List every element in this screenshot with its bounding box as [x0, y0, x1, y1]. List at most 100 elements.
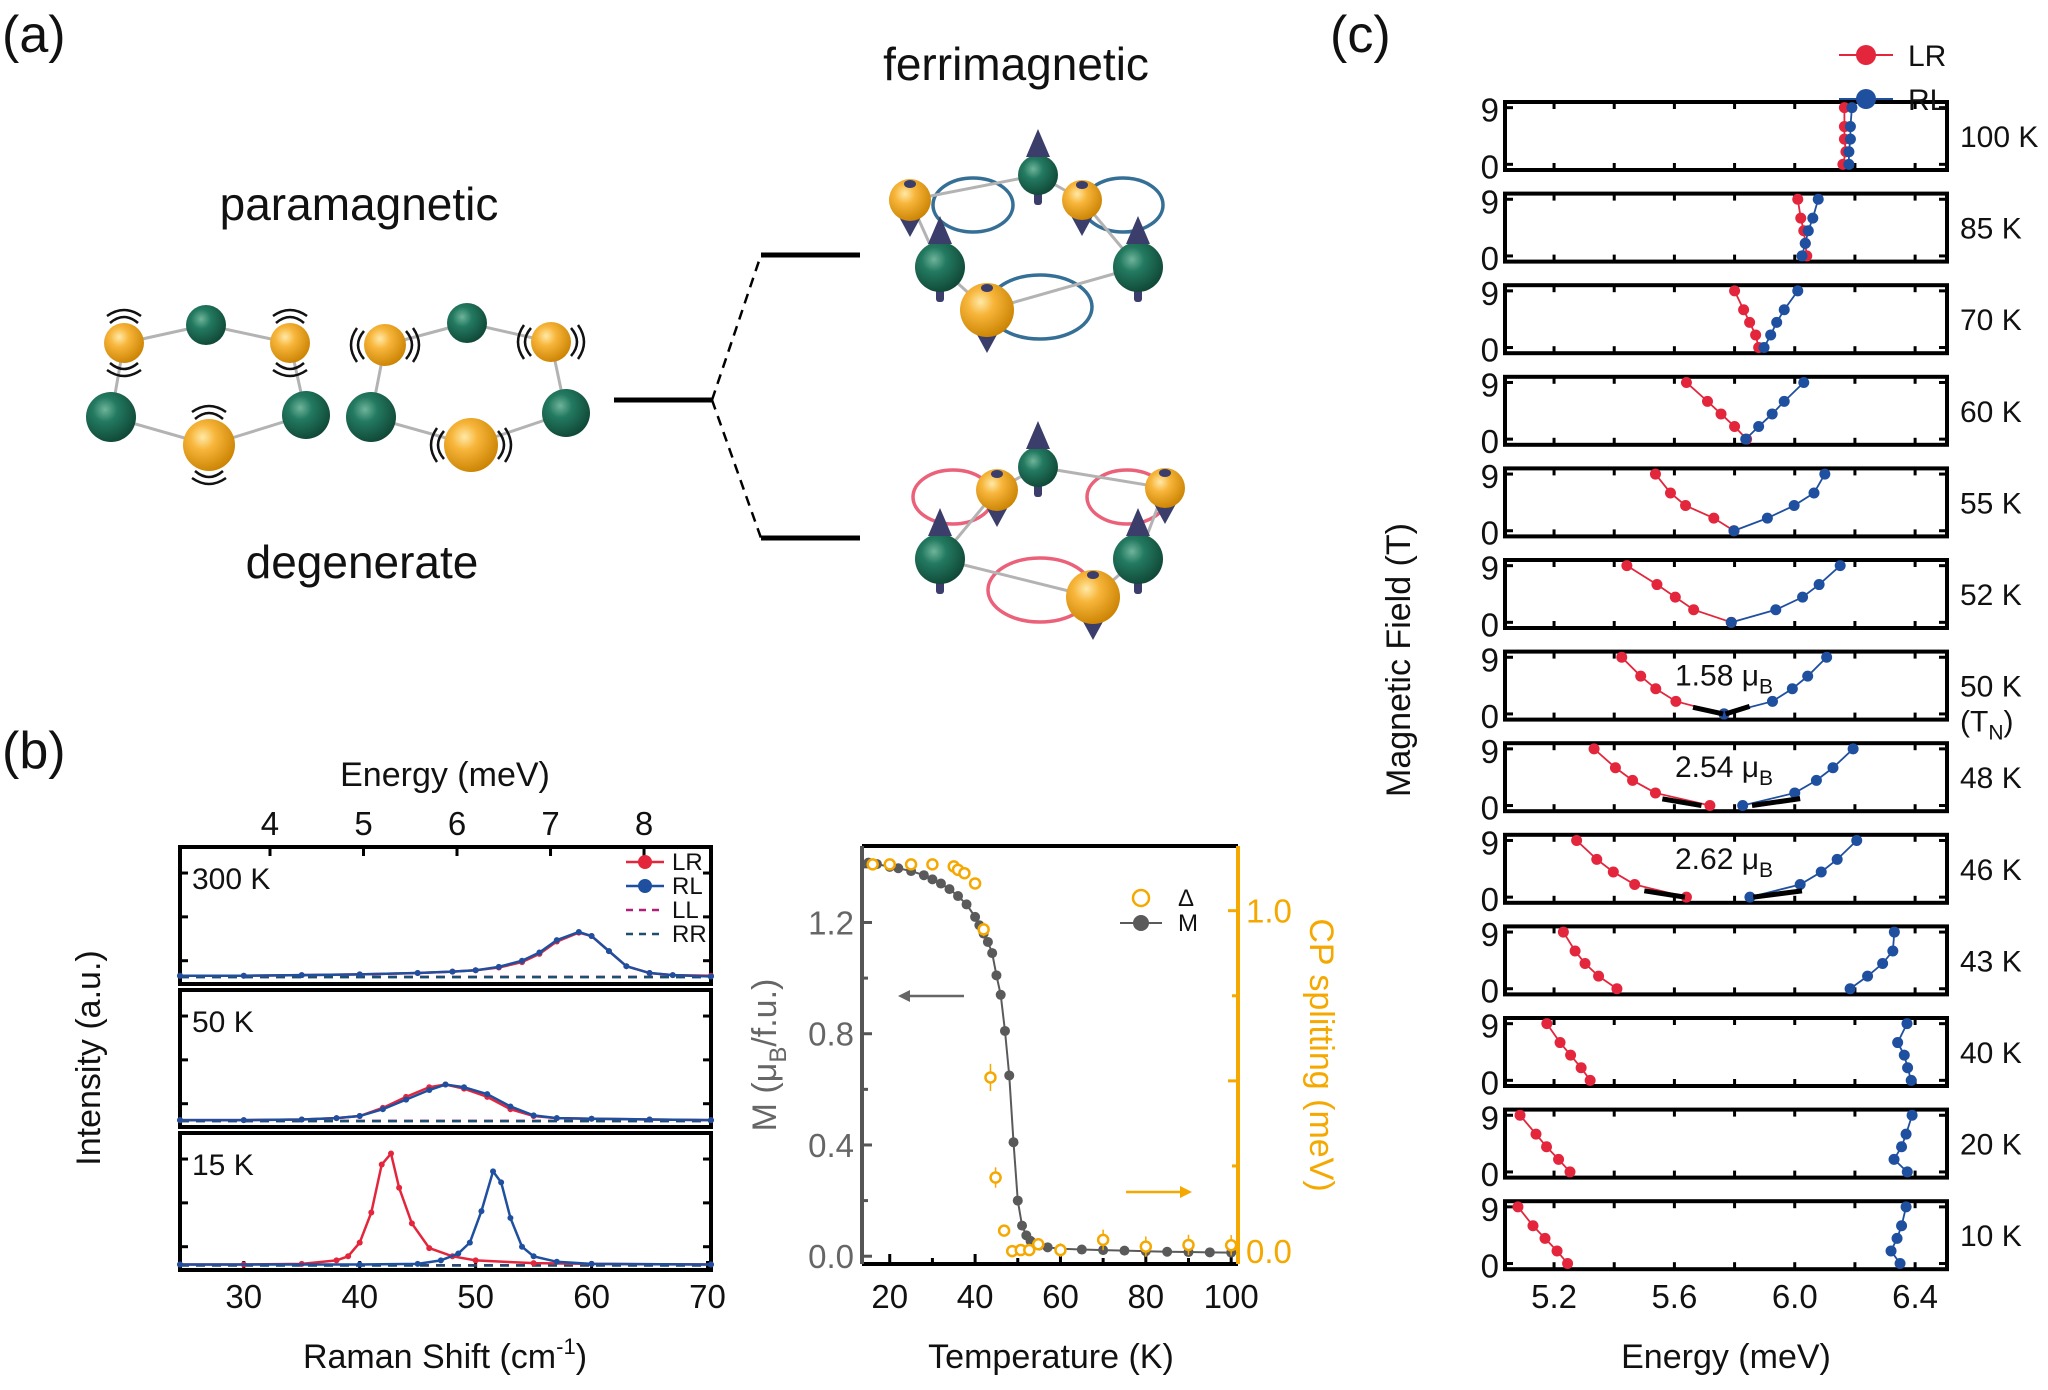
- vibration-arc-icon: [191, 404, 227, 414]
- data-point-RL: [623, 963, 630, 970]
- field-panel-46k: 0 9 2.62 μB 46 K: [1481, 824, 2022, 918]
- data-point-LR: [1616, 651, 1628, 663]
- data-point-delta: [958, 866, 971, 880]
- data-point-delta: [997, 1224, 1011, 1237]
- legend-marker-LR: [1856, 45, 1876, 65]
- green-sphere: [1113, 534, 1163, 584]
- ferrimagnetic-ring: [911, 421, 1185, 640]
- data-point-LR: [1530, 1128, 1542, 1140]
- vibration-arc-icon: [106, 308, 142, 318]
- data-point-RL: [455, 1250, 462, 1257]
- data-point-delta: [904, 858, 918, 871]
- data-point-RL: [1844, 133, 1856, 145]
- magnetic-field-axis-title: Magnetic Field (T): [1380, 523, 1418, 797]
- data-point-LR: [1838, 102, 1850, 114]
- data-point-LR: [1541, 1018, 1553, 1030]
- vibration-arc-icon: [570, 327, 579, 357]
- data-point-RL: [1905, 1074, 1917, 1086]
- data-point-RL: [530, 1253, 537, 1260]
- vibration-arc-icon: [272, 368, 308, 378]
- data-point-LR: [1649, 468, 1661, 480]
- data-point-delta: [1023, 1243, 1036, 1257]
- data-point-RL: [1725, 616, 1737, 628]
- spin-down-arrow-icon: [1070, 214, 1094, 236]
- magnetization-chart: 20 40 60 80 100 0.0 0.4 0.8 1.2 0.0 1.0 ΔM: [808, 844, 1292, 1315]
- data-point-RL: [356, 971, 363, 978]
- legend-marker-RL: [638, 879, 652, 893]
- y-tick-label: 9: [1481, 550, 1499, 587]
- temperature-label: 100 K: [1960, 121, 2038, 154]
- data-point-RL: [1802, 225, 1814, 237]
- data-point-RL: [536, 949, 543, 956]
- data-point-LR: [1571, 834, 1583, 846]
- series-line-RL: [180, 930, 712, 978]
- temperature-label: 48 K: [1960, 762, 2022, 795]
- data-point-RL: [1819, 468, 1831, 480]
- data-point-RL: [1810, 774, 1822, 786]
- data-point-RL: [1887, 945, 1899, 957]
- vibration-arc-icon: [349, 327, 359, 363]
- y-tick-label: 0: [1481, 332, 1499, 369]
- plot-frame: [1503, 741, 1949, 814]
- vibration-arc-icon: [411, 327, 421, 363]
- y-tick-label: 9: [1481, 1099, 1499, 1136]
- left-y-tick-label: 0.8: [808, 1016, 854, 1053]
- spectrum-panel-50k: 50 K: [177, 988, 714, 1129]
- data-point-LR: [1744, 316, 1756, 328]
- data-point-delta: [984, 1071, 997, 1084]
- data-point-RL: [298, 1116, 305, 1123]
- data-point-RL: [519, 1243, 526, 1250]
- yellow-sphere: [1066, 570, 1120, 624]
- data-point-LR: [530, 1260, 537, 1267]
- vibration-arc-icon: [429, 427, 439, 463]
- data-point-RL: [1891, 1232, 1903, 1244]
- data-point-LR: [1650, 683, 1662, 695]
- left-y-tick-label: 1.2: [808, 904, 854, 941]
- x-tick-label: 20: [871, 1278, 908, 1315]
- panel-label-b: (b): [2, 722, 66, 780]
- spin-tail-icon: [991, 470, 1003, 478]
- data-point-LR: [368, 1209, 375, 1216]
- transition-label-close: ): [2004, 706, 2014, 739]
- field-panel-85k: 0 9 85 K: [1481, 183, 2022, 277]
- legend-label-RL: RL: [1908, 84, 1946, 117]
- plot-frame: [1503, 466, 1949, 539]
- x-tick-label: 60: [1042, 1278, 1079, 1315]
- data-point-M: [944, 884, 955, 895]
- plot-frame: [178, 1131, 713, 1272]
- data-point-delta: [883, 858, 896, 871]
- data-point-RL: [1896, 1141, 1908, 1153]
- field-panel-43k: 0 9 43 K: [1481, 916, 2022, 1010]
- data-point-LR: [1621, 560, 1633, 572]
- yellow-sphere: [444, 418, 498, 472]
- data-point-RL: [490, 1168, 497, 1175]
- data-point-LR: [1575, 1062, 1587, 1074]
- energy-top-axis-title: Energy (meV): [340, 756, 550, 794]
- vibration-arc-icon: [272, 308, 308, 318]
- data-point-RL: [588, 1115, 595, 1122]
- panel-label-a: (a): [2, 6, 66, 64]
- data-point-M: [999, 1025, 1010, 1036]
- y-tick-label: 0: [1481, 1064, 1499, 1101]
- legend-label-LL: LL: [672, 897, 699, 924]
- data-point-RL: [1894, 1258, 1906, 1270]
- data-point-RL: [414, 970, 421, 977]
- temperature-label: 40 K: [1960, 1037, 2022, 1070]
- vibration-arc-icon: [405, 330, 414, 360]
- series-line-LR: [180, 1083, 712, 1122]
- data-point-RL: [669, 972, 676, 979]
- series-line-LR: [180, 1150, 712, 1266]
- data-point-RL: [426, 1087, 433, 1094]
- top-x-tick-label: 5: [354, 805, 372, 842]
- data-point-LR: [472, 1257, 479, 1264]
- green-sphere: [282, 391, 330, 439]
- series-line-LR: [1562, 931, 1618, 990]
- data-point-RL: [1796, 250, 1808, 262]
- green-sphere: [1018, 155, 1058, 195]
- y-tick-label: 9: [1481, 824, 1499, 861]
- data-point-RL: [177, 972, 183, 979]
- data-point-RL: [1770, 604, 1782, 616]
- legend: ΔM: [1120, 885, 1198, 937]
- data-point-RL: [1862, 970, 1874, 982]
- data-point-RL: [519, 957, 526, 964]
